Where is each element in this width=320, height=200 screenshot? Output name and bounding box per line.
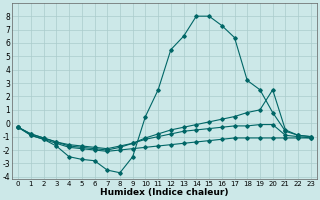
X-axis label: Humidex (Indice chaleur): Humidex (Indice chaleur) (100, 188, 229, 197)
